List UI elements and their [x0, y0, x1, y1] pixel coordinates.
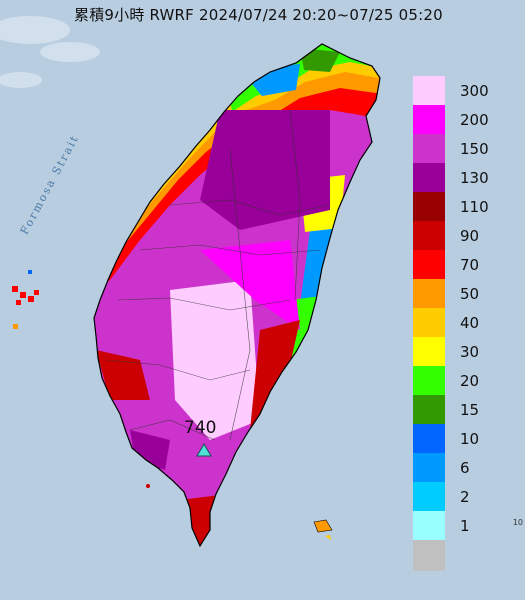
- legend-swatch: [413, 482, 445, 513]
- legend-label: 30: [460, 343, 480, 361]
- legend-label: 20: [460, 372, 480, 390]
- triangle-marker-icon: [196, 443, 212, 457]
- legend-swatch: [413, 134, 445, 165]
- legend-label: 90: [460, 227, 480, 245]
- legend-label: 6: [460, 459, 470, 477]
- legend-swatch: [413, 453, 445, 484]
- peak-value-label: 740: [184, 418, 217, 438]
- legend-label: 200: [460, 111, 489, 129]
- legend-label: 15: [460, 401, 480, 419]
- legend-label: 110: [460, 198, 489, 216]
- legend-swatch: [413, 511, 445, 542]
- legend-swatch: [413, 221, 445, 252]
- legend-swatch: [413, 308, 445, 339]
- legend-label: 70: [460, 256, 480, 274]
- legend-swatch: [413, 250, 445, 281]
- legend-swatch: [413, 424, 445, 455]
- legend-label: 10: [460, 430, 480, 448]
- legend-swatch: [413, 337, 445, 368]
- legend-swatch: [413, 366, 445, 397]
- legend-swatch: [413, 192, 445, 223]
- corner-label: 10: [512, 518, 523, 527]
- legend-swatch: [413, 279, 445, 310]
- legend-label: 2: [460, 488, 470, 506]
- legend-swatch: [413, 163, 445, 194]
- legend-label: 1: [460, 517, 470, 535]
- legend-swatch: [413, 76, 445, 107]
- legend-label: 300: [460, 82, 489, 100]
- legend-label: 150: [460, 140, 489, 158]
- legend-swatch: [413, 395, 445, 426]
- legend-label: 130: [460, 169, 489, 187]
- legend-swatch: [413, 540, 445, 571]
- legend-label: 40: [460, 314, 480, 332]
- legend-label: 50: [460, 285, 480, 303]
- legend-swatch: [413, 105, 445, 136]
- map-title: 累積9小時 RWRF 2024/07/24 20:20~07/25 05:20: [74, 6, 443, 24]
